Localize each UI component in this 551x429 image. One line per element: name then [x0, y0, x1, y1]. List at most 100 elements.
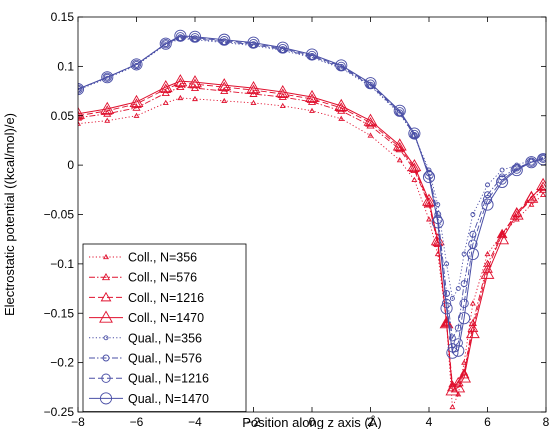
data-point [174, 29, 187, 42]
data-point [426, 216, 432, 222]
data-point [158, 80, 173, 93]
y-tick-label: −0.25 [44, 405, 75, 419]
data-point [485, 182, 490, 188]
legend-marker [100, 291, 112, 302]
data-point [484, 250, 491, 257]
legend-item: Coll., N=1470 [89, 310, 204, 325]
data-point [528, 201, 535, 207]
data-point [498, 230, 507, 238]
data-point [277, 88, 289, 98]
data-point [189, 78, 201, 89]
series-line [78, 97, 544, 408]
series-line [78, 37, 544, 340]
data-point [130, 58, 143, 71]
data-point [483, 259, 492, 267]
legend-marker [102, 354, 110, 362]
data-point [78, 106, 85, 119]
data-point [396, 157, 403, 163]
legend-item: Qual., N=356 [89, 331, 202, 345]
data-point [279, 102, 286, 108]
data-point [408, 162, 420, 173]
data-point [161, 39, 171, 49]
data-point [424, 200, 434, 208]
plot-area [78, 29, 546, 410]
legend-marker [101, 373, 111, 383]
y-tick-label: −0.15 [44, 306, 75, 320]
data-point [499, 231, 506, 237]
data-point [275, 84, 290, 98]
data-point [411, 176, 418, 183]
data-point [536, 177, 546, 190]
legend-label: Qual., N=1216 [128, 372, 209, 386]
data-point [162, 99, 169, 106]
series-qual-n-1470 [78, 29, 546, 359]
data-point [101, 71, 114, 84]
data-point [470, 212, 476, 217]
data-point [525, 156, 538, 169]
series-layer [78, 29, 546, 410]
y-tick-label: −0.1 [50, 257, 74, 271]
data-point [363, 113, 378, 126]
data-point [455, 286, 461, 292]
data-point [446, 346, 459, 359]
data-point [422, 170, 436, 184]
data-point [422, 193, 436, 206]
legend-item: Qual., N=1216 [89, 372, 209, 386]
data-point [433, 239, 442, 248]
data-point [440, 302, 453, 315]
data-point [338, 115, 345, 121]
legend-item: Qual., N=1470 [89, 392, 209, 406]
legend-item: Coll., N=356 [89, 251, 197, 265]
data-point [394, 141, 406, 152]
data-point [499, 167, 505, 173]
data-point [537, 181, 546, 191]
ticks-layer: −8 −6 −4 −2 0 2 4 6 8 −0.25 −0.2 −0.15 −0.1 −0.05 0 0.0… [44, 10, 550, 429]
data-point [444, 261, 449, 267]
series-line [78, 36, 544, 349]
legend-label: Qual., N=1470 [128, 392, 209, 406]
data-point [100, 101, 115, 114]
data-point [131, 59, 142, 70]
y-tick-label: −0.2 [50, 356, 74, 370]
data-point [443, 290, 450, 297]
data-point [484, 191, 491, 199]
data-point [188, 75, 202, 88]
legend-item: Coll., N=1216 [89, 291, 204, 305]
data-point [465, 325, 480, 339]
x-tick-label: −2 [247, 415, 261, 429]
data-point [540, 191, 546, 197]
data-point [78, 110, 84, 120]
data-point [527, 158, 535, 166]
series-line [78, 86, 544, 385]
data-point [539, 154, 546, 162]
series-line [78, 35, 544, 354]
data-point [103, 73, 111, 81]
data-point [218, 81, 230, 92]
data-point [510, 164, 523, 177]
data-point [309, 107, 315, 113]
data-point [449, 403, 456, 410]
data-point [407, 159, 422, 172]
data-point [461, 251, 467, 257]
data-point [458, 312, 471, 325]
data-point [218, 33, 231, 46]
legend-label: Coll., N=356 [128, 251, 197, 265]
y-axis-label: Electrostatic potential ((kcal/mol)/e) [2, 113, 17, 316]
y-tick-label: 0.1 [57, 59, 74, 73]
legend-marker [99, 392, 113, 405]
data-point [248, 84, 259, 94]
legend-item: Coll., N=576 [89, 271, 197, 285]
data-point [192, 95, 198, 102]
data-point [423, 197, 435, 207]
data-point [454, 324, 462, 332]
data-point [221, 97, 228, 104]
data-point [104, 117, 111, 123]
x-tick-label: −6 [130, 415, 144, 429]
data-point [305, 48, 319, 61]
data-point [217, 78, 232, 91]
data-point [133, 112, 140, 118]
data-point [393, 104, 406, 117]
data-point [364, 77, 377, 90]
data-point [305, 89, 319, 103]
